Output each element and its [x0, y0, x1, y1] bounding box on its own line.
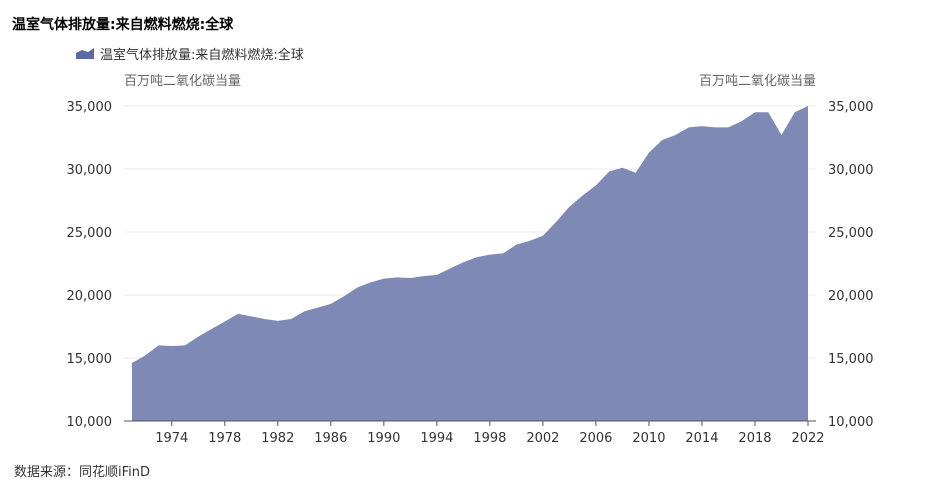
- legend-area-icon: [76, 48, 94, 59]
- y-tick-label-left: 20,000: [67, 289, 113, 304]
- x-tick-label: 1990: [367, 431, 400, 446]
- y-tick-label-right: 10,000: [828, 415, 874, 430]
- y-tick-label-left: 35,000: [67, 100, 113, 115]
- legend-label: 温室气体排放量:来自燃料燃烧:全球: [100, 48, 304, 63]
- y-tick-label-left: 30,000: [67, 163, 113, 178]
- y-tick-label-left: 25,000: [67, 226, 113, 241]
- y-tick-label-right: 20,000: [828, 289, 874, 304]
- legend[interactable]: 温室气体排放量:来自燃料燃烧:全球: [76, 44, 304, 63]
- y-tick-label-right: 25,000: [828, 226, 874, 241]
- x-tick-label: 1998: [473, 431, 506, 446]
- y-axis-left-label: 百万吨二氧化碳当量: [124, 74, 242, 89]
- emissions-area[interactable]: [132, 106, 808, 421]
- x-tick-label: 2002: [526, 431, 559, 446]
- x-tick-label: 2014: [685, 431, 718, 446]
- x-tick-label: 1978: [208, 431, 241, 446]
- x-tick-label: 2022: [791, 431, 824, 446]
- x-tick-label: 1982: [261, 431, 294, 446]
- data-source: 数据来源：同花顺iFinD: [14, 465, 151, 480]
- y-tick-label-right: 15,000: [828, 352, 874, 367]
- y-tick-label-right: 30,000: [828, 163, 874, 178]
- x-tick-label: 1986: [314, 431, 347, 446]
- x-tick-label: 1974: [155, 431, 188, 446]
- y-axis-right-label: 百万吨二氧化碳当量: [698, 74, 816, 89]
- x-tick-label: 2010: [632, 431, 665, 446]
- y-tick-label-left: 10,000: [67, 415, 113, 430]
- chart-title: 温室气体排放量:来自燃料燃烧:全球: [12, 17, 234, 33]
- x-tick-label: 2018: [738, 431, 771, 446]
- y-tick-label-left: 15,000: [67, 352, 113, 367]
- x-tick-label: 1994: [420, 431, 453, 446]
- y-tick-label-right: 35,000: [828, 100, 874, 115]
- x-tick-label: 2006: [579, 431, 612, 446]
